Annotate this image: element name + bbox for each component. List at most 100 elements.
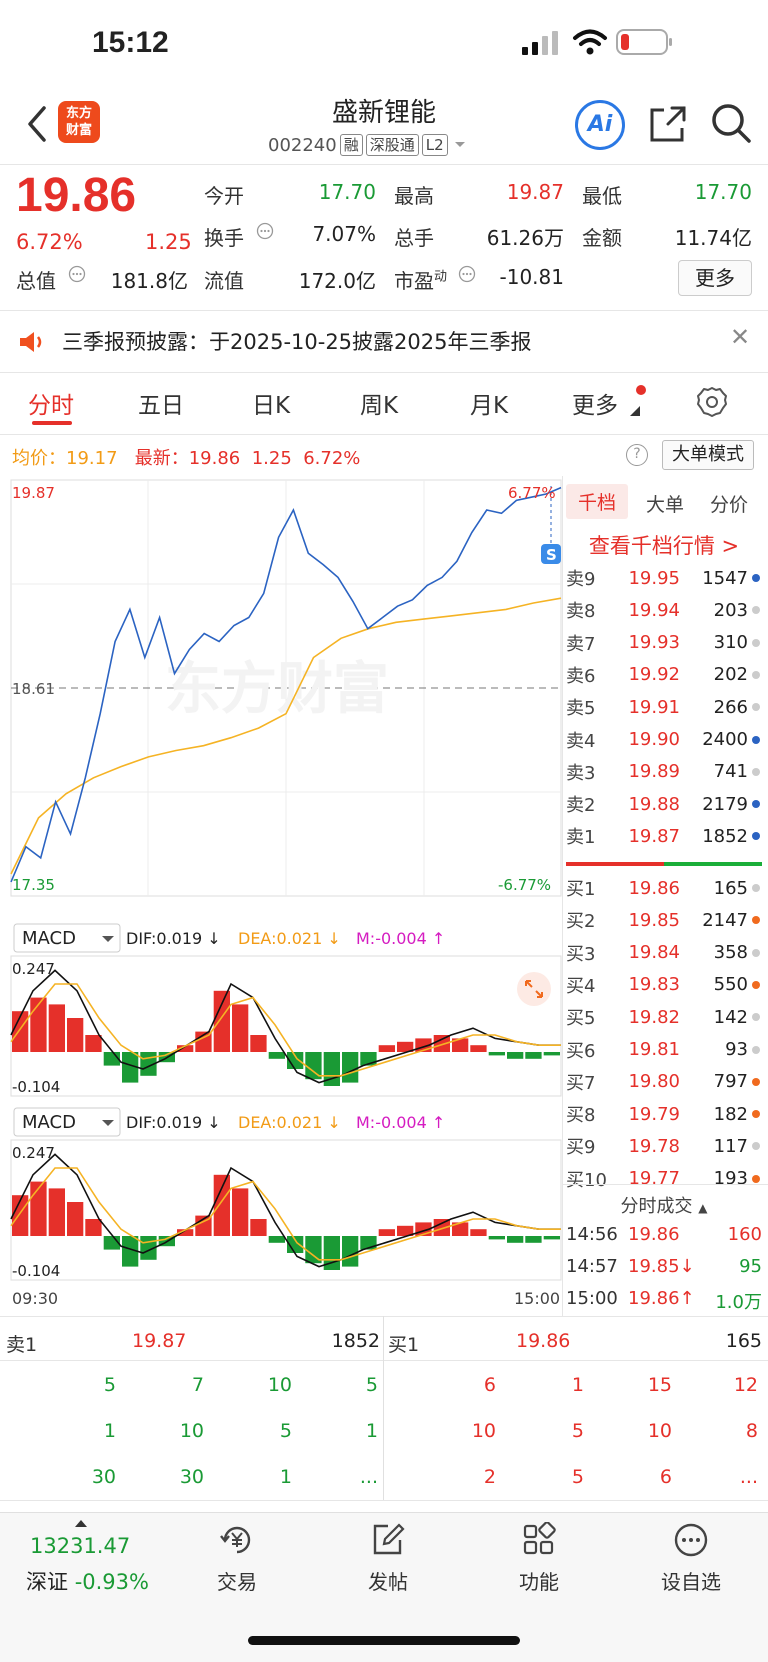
macd-bar bbox=[507, 1236, 524, 1243]
index-ticker[interactable]: 深证 -0.93% bbox=[26, 1570, 149, 1594]
caret-up-icon[interactable] bbox=[74, 1518, 88, 1528]
nav-post[interactable]: 发帖 bbox=[333, 1522, 443, 1595]
macd-bar bbox=[507, 1052, 524, 1059]
bid-row[interactable]: 买6 19.81 93 bbox=[566, 1034, 762, 1066]
depth-dot bbox=[752, 1013, 760, 1022]
ask-row[interactable]: 卖5 19.91 266 bbox=[566, 691, 762, 723]
stock-code-row[interactable]: 002240 融 深股通 L2 bbox=[268, 134, 469, 156]
queue-buy-cell: 6 bbox=[483, 1374, 496, 1396]
queue-sell-cell: 5 bbox=[103, 1374, 116, 1396]
ask-row[interactable]: 卖6 19.92 202 bbox=[566, 659, 762, 691]
bid-row[interactable]: 买5 19.82 142 bbox=[566, 1001, 762, 1033]
tab-big-orders[interactable]: 大单 bbox=[646, 494, 685, 516]
macd-label: MACD bbox=[22, 928, 76, 949]
queue-sell-cell: 1 bbox=[279, 1466, 292, 1488]
expand-icon bbox=[517, 972, 551, 1006]
queue-divider bbox=[0, 1316, 768, 1317]
trades-title[interactable]: 分时成交 ▲ bbox=[620, 1196, 708, 1217]
queue-buy-cell: 8 bbox=[745, 1420, 758, 1442]
macd-bar bbox=[122, 1052, 139, 1083]
big-order-mode-button[interactable]: 大单模式 bbox=[662, 440, 754, 470]
ask-row[interactable]: 卖7 19.93 310 bbox=[566, 627, 762, 659]
notice-divider bbox=[0, 372, 768, 373]
tab-weekly-k[interactable]: 周K bbox=[360, 393, 399, 419]
bid-row[interactable]: 买7 19.80 797 bbox=[566, 1066, 762, 1098]
bid-row[interactable]: 买9 19.78 117 bbox=[566, 1130, 762, 1162]
help-icon[interactable]: ? bbox=[626, 444, 648, 466]
tab-five-day[interactable]: 五日 bbox=[138, 393, 184, 419]
macd-top-label: 0.247 bbox=[12, 960, 55, 978]
dif-line bbox=[10, 1153, 561, 1268]
dea-value: DEA:0.021 ↓ bbox=[238, 1113, 341, 1132]
float-cap-label: 流值 bbox=[204, 269, 244, 293]
bid-row[interactable]: 买8 19.79 182 bbox=[566, 1098, 762, 1130]
info-icon[interactable] bbox=[68, 265, 86, 283]
tab-daily-k[interactable]: 日K bbox=[252, 393, 291, 419]
open-label: 今开 bbox=[204, 184, 244, 208]
bid-row[interactable]: 买4 19.83 550 bbox=[566, 969, 762, 1001]
price-line bbox=[10, 486, 562, 883]
nav-trade[interactable]: 交易 bbox=[182, 1522, 292, 1595]
bid-row[interactable]: 买10 19.77 193 bbox=[566, 1163, 762, 1195]
nav-functions[interactable]: 功能 bbox=[484, 1522, 594, 1595]
macd-bar bbox=[30, 1181, 47, 1236]
ai-assistant-icon[interactable]: Ai bbox=[575, 100, 625, 150]
bid-row[interactable]: 买2 19.85 2147 bbox=[566, 904, 762, 936]
macd-bar bbox=[30, 997, 47, 1052]
queue-buy-cell: ... bbox=[739, 1466, 758, 1488]
index-value[interactable]: 13231.47 bbox=[30, 1534, 131, 1558]
close-icon[interactable]: ✕ bbox=[730, 323, 751, 351]
macd-bar bbox=[397, 1041, 414, 1052]
amount-label: 金额 bbox=[582, 226, 622, 250]
low-label: 最低 bbox=[582, 184, 622, 208]
ask-row[interactable]: 卖1 19.87 1852 bbox=[566, 820, 762, 852]
queue-sell-cell: 30 bbox=[179, 1466, 204, 1488]
ask-row[interactable]: 卖4 19.90 2400 bbox=[566, 724, 762, 756]
nav-add-watchlist[interactable]: 设自选 bbox=[636, 1522, 746, 1595]
queue-buy-cell: 5 bbox=[571, 1466, 584, 1488]
tab-thousand-levels[interactable]: 千档 bbox=[566, 484, 629, 519]
share-icon[interactable] bbox=[648, 104, 688, 144]
info-icon[interactable] bbox=[256, 222, 274, 240]
depth-dot bbox=[752, 884, 760, 892]
signal-icon bbox=[522, 31, 558, 55]
depth-dot bbox=[752, 980, 760, 989]
bid-row[interactable]: 买1 19.86 165 bbox=[566, 872, 762, 904]
intraday-chart[interactable]: 东方财富 S 19.87 6.77% 18.61 17.35 -6.77% MA… bbox=[0, 476, 562, 1316]
caret-down-icon bbox=[102, 1120, 114, 1126]
tag-shenzhen-connect: 深股通 bbox=[365, 134, 419, 156]
gear-icon[interactable] bbox=[696, 386, 728, 418]
trades-divider bbox=[563, 1184, 768, 1185]
tab-price-distribution[interactable]: 分价 bbox=[710, 494, 749, 516]
macd-bar bbox=[452, 1222, 469, 1236]
queue-buy-cell: 12 bbox=[733, 1374, 758, 1396]
caret-down-icon bbox=[102, 936, 114, 942]
bid-row[interactable]: 买3 19.84 358 bbox=[566, 937, 762, 969]
depth-dot bbox=[752, 670, 760, 679]
tab-more[interactable]: 更多 bbox=[572, 393, 618, 419]
macd-bar bbox=[232, 1188, 249, 1236]
queue-buy-cell: 10 bbox=[471, 1420, 496, 1442]
depth-dot bbox=[752, 574, 760, 582]
queue-sell-label: 卖1 bbox=[6, 1334, 38, 1356]
more-button[interactable]: 更多 bbox=[678, 260, 752, 296]
turnover-value: 7.07% bbox=[312, 222, 376, 246]
info-icon[interactable] bbox=[458, 265, 476, 283]
queue-sell-cell: 7 bbox=[191, 1374, 204, 1396]
queue-sell-cell: 10 bbox=[267, 1374, 292, 1396]
queue-divider bbox=[0, 1360, 768, 1361]
view-depth-link[interactable]: 查看千档行情 > bbox=[588, 534, 740, 558]
low-value: 17.70 bbox=[694, 180, 752, 204]
search-icon[interactable] bbox=[710, 102, 752, 144]
tab-monthly-k[interactable]: 月K bbox=[470, 393, 509, 419]
ask-row[interactable]: 卖3 19.89 741 bbox=[566, 756, 762, 788]
quote-divider bbox=[0, 310, 768, 311]
back-icon[interactable] bbox=[22, 104, 52, 144]
caret-down-icon bbox=[454, 142, 465, 147]
ask-row[interactable]: 卖8 19.94 203 bbox=[566, 594, 762, 626]
ask-row[interactable]: 卖9 19.95 1547 bbox=[566, 562, 762, 594]
tab-intraday[interactable]: 分时 bbox=[28, 393, 74, 419]
macd-bar bbox=[470, 1045, 487, 1052]
notice-text[interactable]: 三季报预披露：于2025-10-25披露2025年三季报 bbox=[62, 330, 532, 354]
ask-row[interactable]: 卖2 19.88 2179 bbox=[566, 788, 762, 820]
